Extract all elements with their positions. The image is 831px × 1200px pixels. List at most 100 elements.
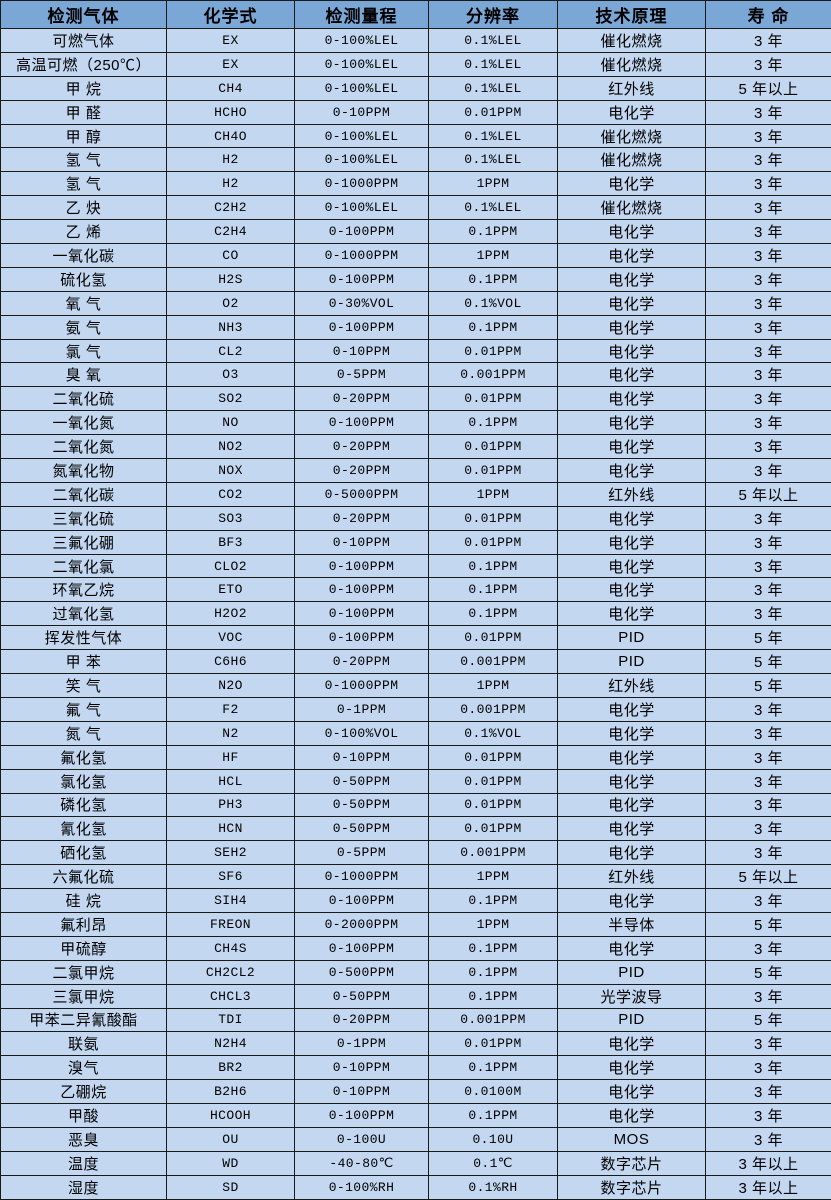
cell-principle: 电化学	[558, 769, 706, 793]
cell-formula: HCL	[167, 769, 295, 793]
cell-life: 3 年	[706, 244, 831, 268]
cell-principle: 电化学	[558, 793, 706, 817]
column-header-range: 检测量程	[295, 1, 429, 29]
cell-gas: 氯化氢	[1, 769, 167, 793]
cell-principle: 数字芯片	[558, 1151, 706, 1175]
cell-range: 0-1000PPM	[295, 244, 429, 268]
cell-formula: C2H2	[167, 196, 295, 220]
cell-formula: ETO	[167, 578, 295, 602]
cell-gas: 二氧化硫	[1, 387, 167, 411]
cell-resolution: 0.1℃	[429, 1151, 558, 1175]
cell-life: 3 年	[706, 267, 831, 291]
cell-resolution: 0.1PPM	[429, 1056, 558, 1080]
cell-resolution: 0.1%LEL	[429, 124, 558, 148]
cell-life: 3 年	[706, 721, 831, 745]
cell-gas: 乙 炔	[1, 196, 167, 220]
cell-formula: N2	[167, 721, 295, 745]
cell-range: 0-100U	[295, 1127, 429, 1151]
cell-principle: PID	[558, 1008, 706, 1032]
cell-range: 0-50PPM	[295, 793, 429, 817]
cell-gas: 环氧乙烷	[1, 578, 167, 602]
cell-resolution: 0.001PPM	[429, 650, 558, 674]
cell-gas: 二氧化氯	[1, 554, 167, 578]
cell-formula: HCHO	[167, 100, 295, 124]
cell-principle: 电化学	[558, 936, 706, 960]
cell-gas: 甲酸	[1, 1104, 167, 1128]
cell-gas: 甲 苯	[1, 650, 167, 674]
cell-principle: 电化学	[558, 697, 706, 721]
cell-range: 0-20PPM	[295, 459, 429, 483]
cell-range: 0-100PPM	[295, 626, 429, 650]
cell-life: 3 年	[706, 984, 831, 1008]
cell-formula: OU	[167, 1127, 295, 1151]
cell-principle: 催化燃烧	[558, 124, 706, 148]
cell-gas: 磷化氢	[1, 793, 167, 817]
cell-formula: H2O2	[167, 602, 295, 626]
cell-life: 5 年以上	[706, 76, 831, 100]
cell-resolution: 0.01PPM	[429, 339, 558, 363]
cell-resolution: 0.10U	[429, 1127, 558, 1151]
cell-formula: PH3	[167, 793, 295, 817]
column-header-gas: 检测气体	[1, 1, 167, 29]
cell-gas: 氟化氢	[1, 745, 167, 769]
cell-principle: 电化学	[558, 291, 706, 315]
cell-range: 0-100PPM	[295, 267, 429, 291]
cell-principle: 电化学	[558, 244, 706, 268]
cell-resolution: 0.001PPM	[429, 1008, 558, 1032]
cell-resolution: 0.01PPM	[429, 100, 558, 124]
cell-formula: CO	[167, 244, 295, 268]
cell-resolution: 0.01PPM	[429, 793, 558, 817]
cell-range: 0-2000PPM	[295, 912, 429, 936]
cell-formula: HF	[167, 745, 295, 769]
cell-gas: 甲 醇	[1, 124, 167, 148]
cell-principle: 电化学	[558, 411, 706, 435]
cell-range: 0-20PPM	[295, 387, 429, 411]
cell-life: 5 年	[706, 960, 831, 984]
cell-life: 3 年	[706, 29, 831, 53]
cell-formula: HCN	[167, 817, 295, 841]
cell-gas: 笑 气	[1, 674, 167, 698]
cell-formula: NO	[167, 411, 295, 435]
cell-gas: 甲 烷	[1, 76, 167, 100]
cell-principle: MOS	[558, 1127, 706, 1151]
cell-principle: PID	[558, 626, 706, 650]
cell-resolution: 0.01PPM	[429, 387, 558, 411]
cell-principle: PID	[558, 650, 706, 674]
cell-resolution: 0.1%LEL	[429, 52, 558, 76]
cell-gas: 氟利昂	[1, 912, 167, 936]
cell-formula: F2	[167, 697, 295, 721]
cell-range: 0-10PPM	[295, 100, 429, 124]
column-header-resolution: 分辨率	[429, 1, 558, 29]
cell-range: 0-1000PPM	[295, 674, 429, 698]
cell-gas: 氟 气	[1, 697, 167, 721]
cell-resolution: 0.01PPM	[429, 459, 558, 483]
cell-formula: WD	[167, 1151, 295, 1175]
cell-range: 0-50PPM	[295, 817, 429, 841]
cell-resolution: 0.01PPM	[429, 435, 558, 459]
cell-range: 0-100%LEL	[295, 196, 429, 220]
cell-principle: 电化学	[558, 1080, 706, 1104]
cell-life: 3 年	[706, 315, 831, 339]
cell-resolution: 0.01PPM	[429, 745, 558, 769]
cell-principle: 电化学	[558, 435, 706, 459]
cell-formula: O3	[167, 363, 295, 387]
column-header-principle: 技术原理	[558, 1, 706, 29]
cell-principle: 电化学	[558, 315, 706, 339]
